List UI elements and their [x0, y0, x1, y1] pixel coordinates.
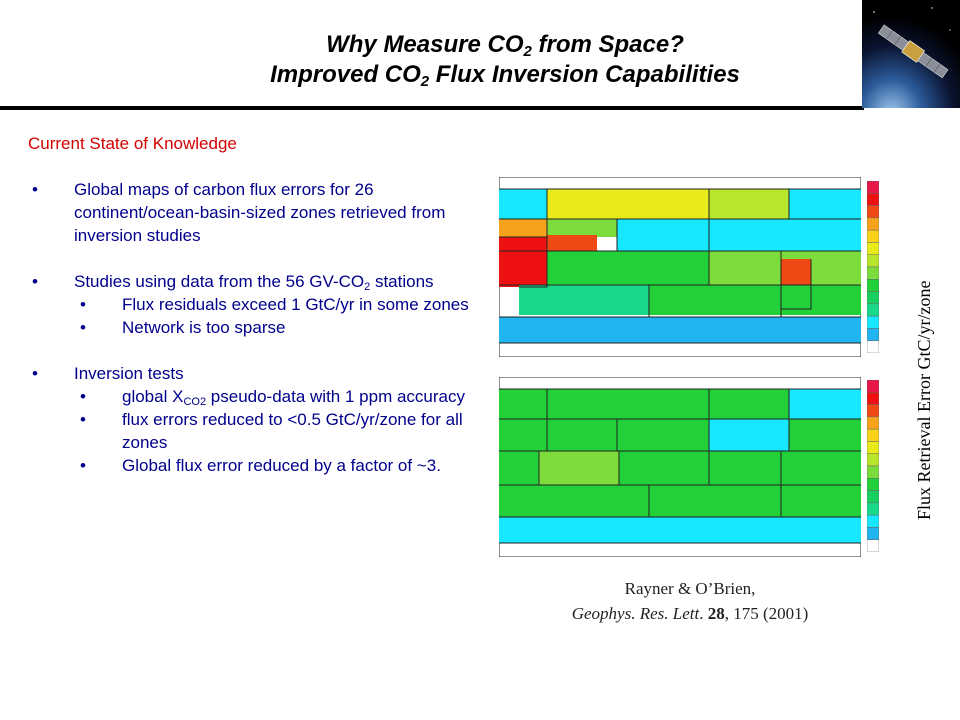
colorbar-swatch	[867, 416, 879, 430]
bullet-1: • Global maps of carbon flux errors for …	[32, 180, 446, 245]
slide-header: Why Measure CO2 from Space? Improved CO2…	[0, 0, 960, 110]
colorbar-axis-label: Flux Retrieval Error GtC/yr/zone	[914, 280, 934, 520]
colorbar-swatch	[867, 514, 879, 528]
header-rule	[0, 106, 864, 110]
colorbar-swatch	[867, 404, 879, 418]
zone	[789, 189, 861, 219]
colorbar-swatch	[867, 205, 879, 219]
citation-reference: Geophys. Res. Lett. 28, 175 (2001)	[571, 604, 809, 623]
colorbar-bottom	[867, 380, 879, 552]
colorbar-swatch	[867, 441, 879, 454]
zone-boundary	[546, 189, 790, 317]
zone-boundary	[546, 389, 790, 517]
citation-authors: Rayner & O’Brien,	[624, 579, 756, 598]
bullet-2: • Studies using data from the 56 GV-CO2 …	[32, 272, 434, 293]
flux-error-map-current	[499, 177, 861, 357]
zone	[709, 419, 789, 451]
zone	[789, 389, 861, 419]
colorbar-swatch	[867, 315, 879, 329]
bullet-glyph: •	[32, 364, 38, 383]
zone-boundary	[499, 236, 812, 310]
satellite-icon	[862, 0, 960, 108]
section-heading: Current State of Knowledge	[28, 134, 237, 153]
zone	[617, 219, 861, 251]
subbullet-2-2: • Network is too sparse	[80, 318, 286, 337]
zone	[499, 219, 547, 237]
colorbar-swatch	[867, 303, 879, 317]
zone-boundary	[538, 451, 620, 485]
bullet-3: • Inversion tests	[32, 364, 184, 383]
citation: Rayner & O’Brien, Geophys. Res. Lett. 28…	[520, 576, 860, 626]
zone	[547, 219, 617, 237]
zone	[499, 517, 861, 543]
zone	[519, 285, 649, 315]
zone-boundary	[499, 188, 861, 344]
colorbar-swatch	[867, 254, 879, 268]
colorbar-swatch	[867, 380, 879, 393]
bullet-glyph: •	[32, 180, 38, 199]
bullet-glyph: •	[80, 318, 86, 337]
bullet-glyph: •	[80, 295, 86, 314]
slide-body: Current State of Knowledge • Global maps…	[28, 132, 498, 477]
colorbar-swatch	[867, 217, 879, 231]
subbullet-3-3: • Global flux error reduced by a factor …	[80, 456, 441, 475]
colorbar-swatch	[867, 229, 879, 243]
zone	[499, 237, 547, 287]
colorbar-swatch	[867, 340, 879, 353]
colorbar-swatch	[867, 328, 879, 341]
colorbar-swatch	[867, 266, 879, 280]
subbullet-2-1: • Flux residuals exceed 1 GtC/yr in some…	[80, 295, 469, 314]
zone	[499, 419, 861, 451]
colorbar-swatch	[867, 453, 879, 467]
colorbar-top	[867, 181, 879, 353]
colorbar-swatch	[867, 490, 879, 504]
colorbar-swatch	[867, 392, 879, 405]
subbullet-3-1: • global XCO2 pseudo-data with 1 ppm acc…	[80, 387, 465, 408]
zone-boundary	[499, 388, 861, 544]
colorbar-swatch	[867, 242, 879, 255]
bullet-glyph: •	[80, 410, 86, 429]
colorbar-swatch	[867, 502, 879, 516]
colorbar-swatch	[867, 193, 879, 206]
flux-error-map-satellite	[499, 377, 861, 557]
bullet-glyph: •	[80, 456, 86, 475]
colorbar-swatch	[867, 291, 879, 305]
colorbar-swatch	[867, 279, 879, 292]
title-line-1: Why Measure CO2 from Space?	[326, 31, 684, 60]
colorbar-swatch	[867, 527, 879, 540]
colorbar-swatch	[867, 428, 879, 442]
colorbar-swatch	[867, 539, 879, 552]
title-line-2: Improved CO2 Flux Inversion Capabilities	[270, 61, 740, 90]
colorbar-swatch	[867, 465, 879, 479]
zone	[499, 317, 861, 343]
bullet-glyph: •	[32, 272, 38, 291]
subbullet-3-2: • flux errors reduced to <0.5 GtC/yr/zon…	[80, 410, 463, 452]
colorbar-swatch	[867, 181, 879, 194]
bullet-glyph: •	[80, 387, 86, 406]
zone	[499, 189, 547, 219]
zone	[499, 485, 861, 517]
colorbar-swatch	[867, 478, 879, 491]
zone	[539, 451, 619, 485]
slide-title: Why Measure CO2 from Space? Improved CO2…	[0, 30, 960, 90]
zone	[547, 235, 597, 251]
